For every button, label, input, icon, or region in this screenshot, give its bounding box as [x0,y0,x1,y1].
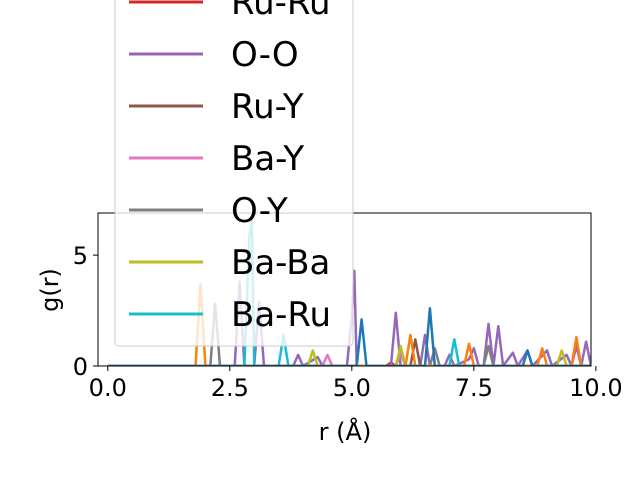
legend-label-ba-y: Ba-Y [231,139,304,179]
y-tick-label: 5 [73,242,88,270]
y-axis: 05 [73,242,98,381]
x-tick-label: 2.5 [211,374,249,402]
legend-label-ru-y: Ru-Y [231,87,304,127]
legend-label-ba-ba: Ba-Ba [231,243,330,283]
series-line-o-o [107,269,591,366]
legend-label-ru-ru: Ru-Ru [231,0,331,23]
x-axis-label: r (Å) [319,417,372,446]
series-line-unlabeled-8 [107,307,591,366]
legend-box [114,0,354,347]
legend-label-o-y: O-Y [231,191,288,231]
x-tick-label: 5.0 [333,374,371,402]
series-line-ru-y [107,338,591,366]
series-line-ba-ba [107,344,591,366]
legend-label-ba-ru: Ba-Ru [231,295,331,335]
y-axis-label: g(r) [36,268,64,312]
x-tick-label: 7.5 [455,374,493,402]
y-tick-label: 0 [73,353,88,381]
x-tick-label: 10.0 [569,374,622,402]
x-axis: 0.0 2.5 5.0 7.5 10.0 [89,366,623,402]
legend: Ru-Ru O-O Ru-Y Ba-Y O-Y Ba-Ba Ba-Ru [114,0,354,347]
legend-label-o-o: O-O [231,35,299,75]
x-tick-label: 0.0 [89,374,127,402]
